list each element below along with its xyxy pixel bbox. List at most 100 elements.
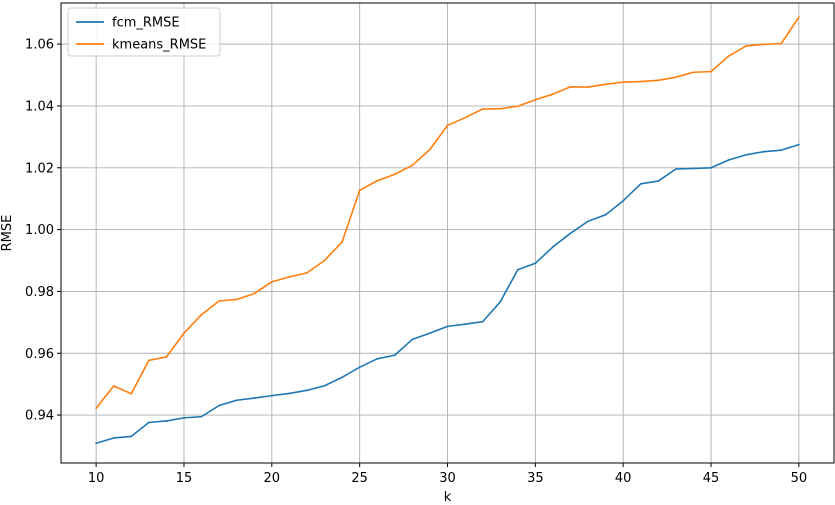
- data-point: [797, 16, 800, 19]
- data-point: [323, 384, 326, 387]
- data-point: [200, 313, 203, 316]
- data-point: [288, 275, 291, 278]
- legend-box: [67, 7, 221, 57]
- data-point: [358, 366, 361, 369]
- data-point: [657, 180, 660, 182]
- data-point: [622, 199, 625, 202]
- data-point: [797, 143, 800, 146]
- data-point: [306, 271, 308, 274]
- x-tick-label: 30: [439, 471, 456, 486]
- data-point: [464, 116, 466, 119]
- x-tick-label: 10: [88, 471, 105, 486]
- y-axis-label: RMSE: [0, 215, 15, 252]
- y-tick-label: 0.94: [25, 409, 54, 424]
- data-point: [183, 332, 185, 335]
- data-point: [411, 164, 414, 167]
- data-point: [534, 98, 537, 101]
- data-point: [552, 93, 554, 96]
- data-point: [147, 359, 150, 362]
- data-point: [358, 189, 361, 192]
- data-point: [235, 399, 238, 402]
- data-point: [639, 80, 642, 83]
- y-tick-label: 0.98: [25, 285, 54, 300]
- x-tick-label: 40: [615, 471, 632, 486]
- data-point: [745, 45, 748, 47]
- data-point: [165, 356, 168, 358]
- data-point: [270, 280, 273, 283]
- data-point: [692, 71, 695, 74]
- x-axis-label: k: [444, 490, 452, 505]
- data-point: [446, 325, 449, 328]
- data-point: [569, 85, 572, 88]
- data-point: [481, 320, 484, 323]
- x-tick-label: 20: [264, 471, 281, 486]
- data-point: [569, 232, 572, 235]
- data-point: [499, 301, 502, 303]
- data-point: [674, 168, 677, 170]
- data-point: [112, 385, 115, 387]
- data-point: [780, 149, 783, 152]
- data-point: [552, 246, 554, 248]
- data-point: [376, 179, 379, 182]
- data-point: [341, 241, 343, 243]
- legend: fcm_RMSE kmeans_RMSE: [67, 7, 221, 57]
- data-point: [657, 79, 660, 82]
- data-point: [604, 213, 607, 216]
- data-point: [112, 437, 115, 439]
- data-point: [481, 108, 484, 110]
- data-point: [341, 376, 343, 379]
- data-point: [604, 83, 607, 86]
- x-tick-label: 50: [791, 471, 808, 486]
- y-tick-label: 0.96: [25, 347, 54, 362]
- legend-label: kmeans_RMSE: [112, 38, 206, 53]
- x-tick-label: 25: [351, 471, 368, 486]
- data-point: [95, 407, 98, 410]
- y-tick-label: 1.02: [25, 161, 54, 176]
- series-lines: [95, 16, 800, 445]
- x-tick-label: 35: [527, 471, 544, 486]
- data-point: [393, 173, 396, 176]
- data-point: [516, 105, 519, 108]
- data-point: [710, 70, 712, 73]
- data-point: [130, 435, 133, 438]
- data-point: [446, 124, 449, 127]
- data-point: [587, 86, 589, 88]
- data-point: [306, 389, 308, 392]
- data-point: [147, 421, 150, 424]
- data-point: [218, 300, 221, 302]
- data-point: [95, 442, 98, 445]
- data-point: [253, 397, 256, 399]
- data-point: [516, 268, 519, 271]
- y-tick-label: 1.00: [25, 223, 54, 238]
- data-point: [534, 262, 537, 265]
- data-point: [376, 357, 379, 360]
- data-point: [622, 81, 625, 84]
- legend-label: fcm_RMSE: [112, 16, 180, 31]
- data-point: [587, 220, 589, 223]
- data-point: [130, 392, 133, 395]
- data-point: [762, 43, 765, 46]
- data-point: [165, 420, 168, 422]
- y-tick-label: 1.04: [25, 99, 54, 114]
- data-point: [780, 42, 783, 45]
- data-point: [411, 338, 414, 341]
- data-point: [464, 323, 466, 326]
- grid-lines: [61, 3, 834, 463]
- data-point: [745, 153, 748, 156]
- data-point: [692, 167, 695, 170]
- data-point: [218, 404, 221, 407]
- data-point: [639, 182, 642, 185]
- axis-ticks: 10 15 20 25 30 35 40 45 50 0.94 0.96 0.98 1.00 1.02 1.…: [25, 38, 807, 486]
- data-point: [727, 159, 730, 161]
- data-point: [499, 107, 502, 110]
- data-point: [183, 416, 185, 419]
- data-point: [429, 332, 431, 335]
- data-point: [323, 259, 326, 262]
- data-point: [727, 55, 730, 58]
- x-tick-label: 45: [703, 471, 720, 486]
- data-point: [429, 148, 431, 151]
- data-point: [270, 394, 273, 397]
- data-point: [393, 354, 396, 357]
- data-point: [710, 166, 712, 169]
